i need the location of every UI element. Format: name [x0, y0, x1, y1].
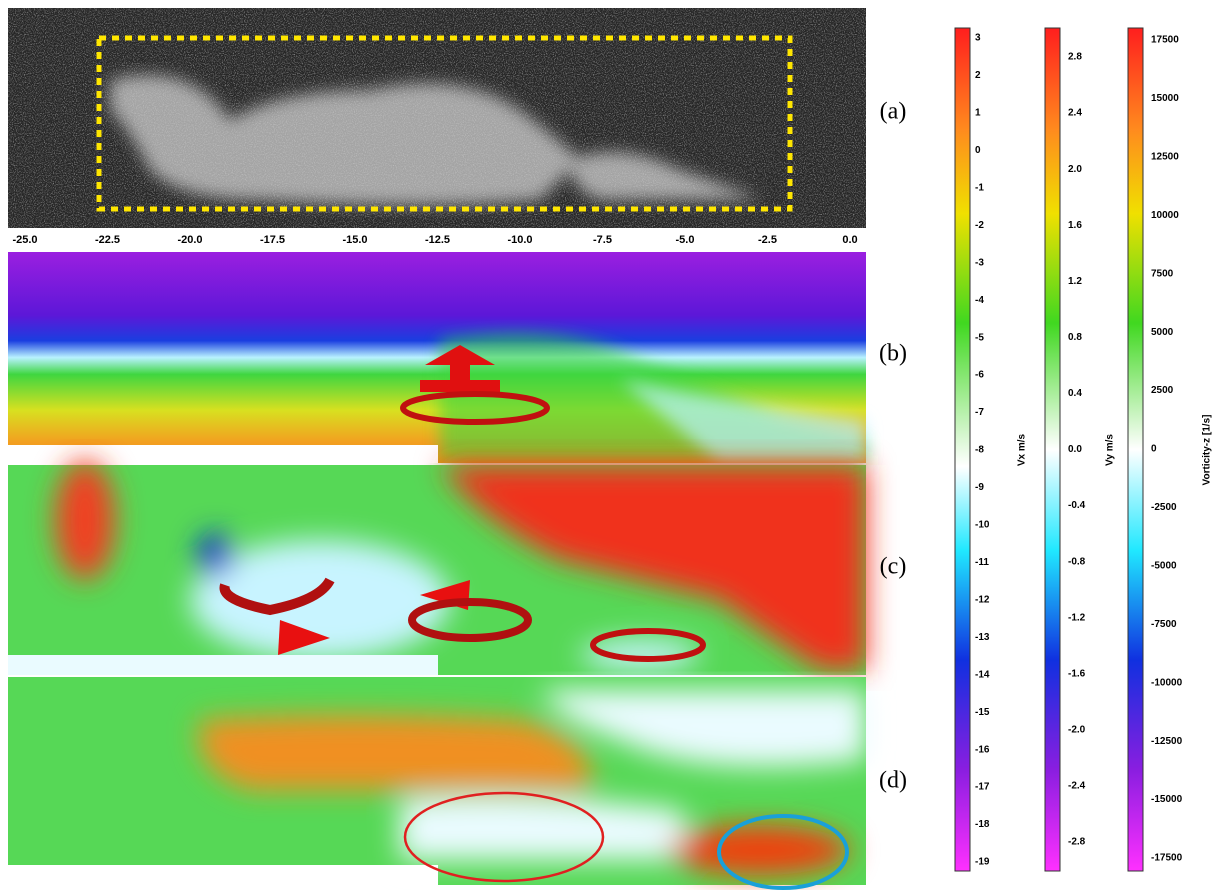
panel-a-image [8, 8, 866, 228]
panel-label: (c) [880, 554, 907, 580]
colorbar-tick-label: -17 [975, 782, 990, 793]
colorbar-tick-label: -5000 [1151, 560, 1177, 571]
colorbar-tick-label: -2 [975, 220, 984, 231]
colorbar-tick-label: 2.8 [1068, 52, 1082, 63]
colorbar-tick-label: -0.4 [1068, 500, 1086, 511]
colorbar-label: Vy m/s [1105, 434, 1116, 466]
colorbar-tick-label: -2.0 [1068, 724, 1086, 735]
colorbar-tick-label: -14 [975, 669, 990, 680]
x-tick-label: -10.0 [507, 234, 532, 246]
colorbar-tick-label: -9 [975, 482, 984, 493]
colorbar-tick-label: 0.4 [1068, 388, 1082, 399]
colorbar-tick-label: 0.0 [1068, 444, 1082, 455]
x-tick-label: -17.5 [260, 234, 285, 246]
colorbar-tick-label: 3 [975, 33, 981, 44]
colorbar-tick-label: -2500 [1151, 502, 1177, 513]
colorbar-tick-label: 5000 [1151, 327, 1174, 338]
colorbar-tick-label: -3 [975, 257, 984, 268]
colorbar-tick-label: -5 [975, 332, 984, 343]
colorbar-tick-label: 1 [975, 108, 981, 119]
colorbar-vy [1044, 27, 1061, 872]
colorbar-tick-label: -17500 [1151, 853, 1183, 864]
x-tick-label: -25.0 [12, 234, 37, 246]
colorbar-tick-label: -16 [975, 744, 990, 755]
x-tick-label: -5.0 [676, 234, 695, 246]
colorbar-tick-label: -7 [975, 407, 984, 418]
colorbar-tick-label: -11 [975, 557, 989, 568]
x-tick-label: -22.5 [95, 234, 120, 246]
colorbar-tick-label: 15000 [1151, 93, 1179, 104]
x-tick-label: 0.0 [842, 234, 857, 246]
panel-d-field [8, 677, 866, 890]
colorbar-tick-label: 2.0 [1068, 164, 1082, 175]
colorbar-tick-label: 2500 [1151, 385, 1174, 396]
colorbar-tick-label: 10000 [1151, 210, 1179, 221]
colorbar-label: Vorticity-z [1/s] [1202, 415, 1213, 486]
colorbar-tick-label: -12500 [1151, 736, 1183, 747]
colorbar-tick-label: -10000 [1151, 677, 1183, 688]
colorbar-tick-label: -10 [975, 520, 990, 531]
colorbar-tick-label: -15 [975, 707, 990, 718]
colorbar-label: Vx m/s [1017, 433, 1028, 466]
colorbar-tick-label: 2.4 [1068, 108, 1082, 119]
colorbar-tick-label: -2.8 [1068, 837, 1086, 848]
x-tick-label: -12.5 [425, 234, 450, 246]
panel-b-field [8, 252, 866, 463]
colorbar-tick-label: -1.2 [1068, 612, 1086, 623]
colorbar-tick-label: -13 [975, 632, 990, 643]
x-tick-label: -7.5 [593, 234, 612, 246]
colorbar-tick-label: 7500 [1151, 268, 1174, 279]
panel-label: (b) [879, 341, 907, 367]
colorbar-tick-label: -19 [975, 857, 990, 868]
colorbar-tick-label: -8 [975, 445, 984, 456]
colorbar-vx [954, 27, 971, 872]
colorbar-tick-label: -1 [975, 182, 984, 193]
colorbar-tick-label: 2 [975, 70, 981, 81]
colorbar-tick-label: 0 [1151, 444, 1157, 455]
colorbar-tick-label: 0 [975, 145, 981, 156]
colorbar-tick-label: -2.4 [1068, 781, 1086, 792]
colorbar-tick-label: -0.8 [1068, 556, 1086, 567]
panel-label: (d) [879, 768, 907, 794]
colorbar-tick-label: -1.6 [1068, 668, 1086, 679]
colorbar-tick-label: 12500 [1151, 151, 1179, 162]
x-tick-label: -15.0 [342, 234, 367, 246]
panel-c-field [8, 460, 866, 675]
colorbar-tick-label: -18 [975, 819, 990, 830]
colorbar-tick-label: -15000 [1151, 794, 1183, 805]
panel-label: (a) [880, 99, 907, 125]
colorbar-tick-label: 1.2 [1068, 276, 1082, 287]
colorbar-tick-label: 1.6 [1068, 220, 1082, 231]
colorbar-tick-label: 0.8 [1068, 332, 1082, 343]
colorbar-vorticity [1127, 27, 1144, 872]
colorbar-tick-label: -4 [975, 295, 984, 306]
colorbar-tick-label: 17500 [1151, 35, 1179, 46]
colorbar-tick-label: -7500 [1151, 619, 1177, 630]
x-tick-label: -2.5 [758, 234, 777, 246]
colorbar-tick-label: -6 [975, 370, 984, 381]
colorbar-tick-label: -12 [975, 594, 990, 605]
x-tick-label: -20.0 [177, 234, 202, 246]
